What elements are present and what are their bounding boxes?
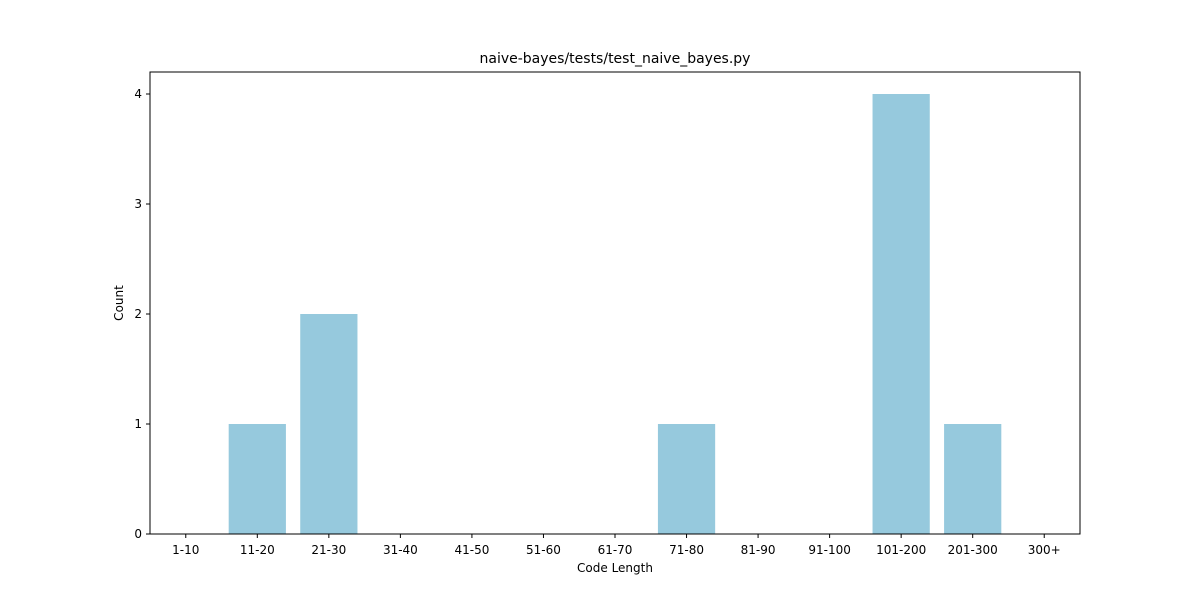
x-tick-label: 11-20 — [240, 543, 275, 557]
x-tick-label: 21-30 — [311, 543, 346, 557]
x-tick-label: 81-90 — [741, 543, 776, 557]
x-tick-label: 71-80 — [669, 543, 704, 557]
y-tick-label: 4 — [134, 87, 142, 101]
x-tick-label: 41-50 — [454, 543, 489, 557]
x-tick-label: 31-40 — [383, 543, 418, 557]
bar-101-200 — [872, 94, 930, 534]
bar-71-80 — [657, 424, 716, 534]
bar-201-300 — [944, 424, 1002, 534]
x-tick-label: 51-60 — [526, 543, 561, 557]
x-tick-label: 201-300 — [948, 543, 998, 557]
x-tick-label: 91-100 — [808, 543, 851, 557]
x-tick-label: 1-10 — [172, 543, 199, 557]
plot-frame — [149, 71, 1081, 535]
x-axis-ticks: 1-10 11-20 21-30 31-40 41-50 51-60 61-70 71-80 8… — [172, 534, 1061, 557]
x-tick-label: 61-70 — [598, 543, 633, 557]
y-tick-label: 3 — [134, 197, 142, 211]
x-tick-label: 101-200 — [876, 543, 926, 557]
x-axis-label: Code Length — [577, 561, 653, 575]
x-tick-label: 300+ — [1028, 543, 1061, 557]
chart-title: naive-bayes/tests/test_naive_bayes.py — [480, 51, 751, 67]
bar-11-20 — [228, 424, 286, 534]
y-tick-label: 2 — [134, 307, 142, 321]
y-axis-ticks: 0 1 2 3 4 — [134, 87, 150, 541]
y-tick-label: 0 — [134, 527, 142, 541]
y-tick-label: 1 — [134, 417, 142, 431]
bars-layer — [228, 94, 1002, 534]
y-axis-label: Count — [112, 285, 126, 321]
bar-21-30 — [300, 314, 358, 534]
